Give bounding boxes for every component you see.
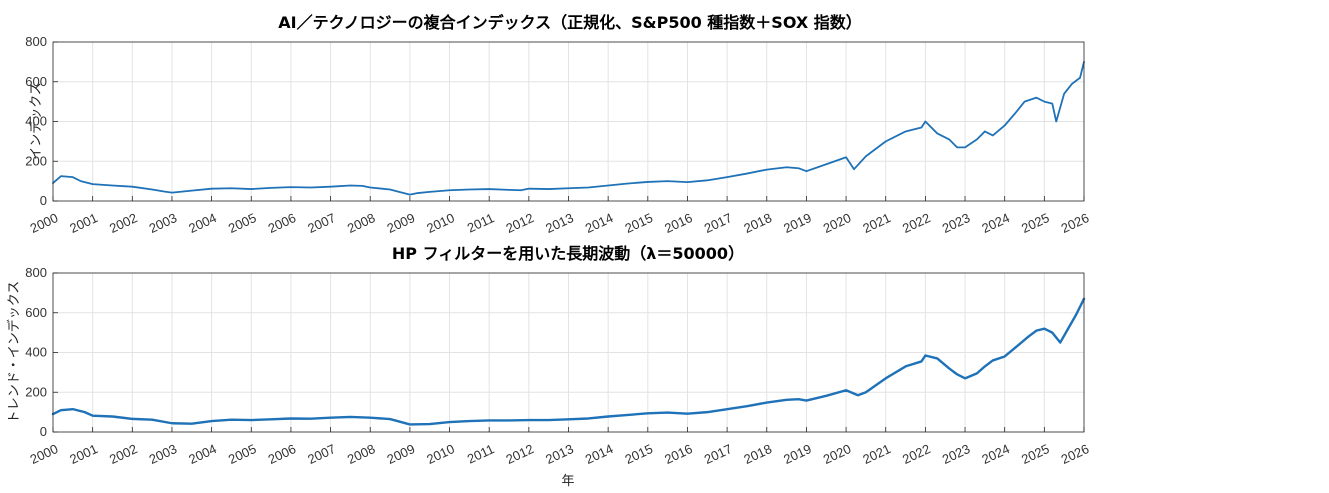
bottom-chart-series-line bbox=[51, 297, 1086, 426]
bottom-chart-y-tick-label: 0 bbox=[40, 424, 47, 439]
top-chart-x-tick-label: 2014 bbox=[583, 210, 616, 236]
bottom-chart-x-tick-label: 2008 bbox=[345, 441, 378, 467]
top-chart-x-tick-label: 2002 bbox=[107, 210, 140, 236]
top-chart-x-tick-label: 2023 bbox=[940, 210, 973, 236]
top-chart-x-tick-label: 2018 bbox=[741, 210, 774, 236]
bottom-chart-x-tick-label: 2003 bbox=[147, 441, 180, 467]
top-chart-x-tick-label: 2008 bbox=[345, 210, 378, 236]
top-chart-x-tick-label: 2000 bbox=[28, 210, 61, 236]
bottom-chart-y-tick-label: 200 bbox=[25, 384, 47, 399]
bottom-chart-x-tick-label: 2017 bbox=[702, 441, 735, 467]
top-chart-title: AI／テクノロジーの複合インデックス（正規化、S&P500 種指数＋SOX 指数… bbox=[278, 13, 862, 32]
bottom-chart-x-tick-label: 2022 bbox=[900, 441, 933, 467]
top-chart-panel: AI／テクノロジーの複合インデックス（正規化、S&P500 種指数＋SOX 指数… bbox=[25, 13, 1091, 236]
bottom-chart-panel: HP フィルターを用いた長期波動（λ＝50000） トレンド・インデックス 02… bbox=[6, 244, 1091, 489]
bottom-chart-x-tick-label: 2021 bbox=[860, 441, 893, 467]
top-chart-x-tick-label: 2013 bbox=[543, 210, 576, 236]
top-chart-x-ticks: 2000 2001 2002 2003 2004 2005 2006 2007 2008 2009… bbox=[28, 196, 1092, 236]
bottom-chart-x-tick-label: 2016 bbox=[662, 441, 695, 467]
bottom-chart-x-tick-label: 2018 bbox=[741, 441, 774, 467]
bottom-chart-x-tick-label: 2001 bbox=[67, 441, 100, 467]
top-chart-x-tick-label: 2003 bbox=[147, 210, 180, 236]
bottom-chart-x-tick-label: 2024 bbox=[979, 441, 1012, 467]
top-chart-x-tick-label: 2006 bbox=[266, 210, 299, 236]
top-chart-y-axis-label: インデックス bbox=[28, 82, 44, 160]
bottom-chart-y-axis-label: トレンド・インデックス bbox=[6, 281, 22, 424]
bottom-chart-x-tick-label: 2009 bbox=[385, 441, 418, 467]
bottom-chart-x-tick-label: 2015 bbox=[623, 441, 656, 467]
top-chart-x-tick-label: 2025 bbox=[1019, 210, 1052, 236]
top-chart-y-tick-label: 600 bbox=[25, 74, 47, 89]
top-chart-x-tick-label: 2001 bbox=[67, 210, 100, 236]
top-chart-x-tick-label: 2007 bbox=[305, 210, 338, 236]
top-chart-x-tick-label: 2011 bbox=[465, 210, 497, 235]
top-chart-y-ticks: 0 200 400 600 800 bbox=[25, 34, 58, 208]
bottom-chart-x-tick-label: 2012 bbox=[504, 441, 537, 467]
bottom-chart-x-tick-label: 2006 bbox=[266, 441, 299, 467]
top-chart-x-tick-label: 2012 bbox=[504, 210, 537, 236]
top-chart-x-tick-label: 2026 bbox=[1059, 210, 1092, 236]
top-chart-x-tick-label: 2015 bbox=[623, 210, 656, 236]
top-chart-x-tick-label: 2016 bbox=[662, 210, 695, 236]
bottom-chart-line-group bbox=[51, 297, 1086, 426]
top-chart-x-tick-label: 2024 bbox=[979, 210, 1012, 236]
bottom-chart-x-tick-label: 2013 bbox=[543, 441, 576, 467]
bottom-chart-x-tick-label: 2020 bbox=[821, 441, 854, 467]
top-chart-x-tick-label: 2020 bbox=[821, 210, 854, 236]
top-chart-y-tick-label: 0 bbox=[40, 193, 47, 208]
bottom-chart-title: HP フィルターを用いた長期波動（λ＝50000） bbox=[392, 244, 744, 263]
bottom-chart-x-tick-label: 2014 bbox=[583, 441, 616, 467]
bottom-chart-x-tick-label: 2026 bbox=[1059, 441, 1092, 467]
top-chart-x-tick-label: 2005 bbox=[226, 210, 259, 236]
bottom-chart-x-tick-label: 2007 bbox=[305, 441, 338, 467]
bottom-chart-x-tick-label: 2000 bbox=[28, 441, 61, 467]
bottom-chart-x-tick-label: 2019 bbox=[781, 441, 814, 467]
bottom-chart-y-tick-label: 600 bbox=[25, 305, 47, 320]
top-chart-x-tick-label: 2004 bbox=[186, 210, 219, 236]
top-chart-x-tick-label: 2010 bbox=[424, 210, 457, 236]
bottom-chart-x-tick-label: 2005 bbox=[226, 441, 259, 467]
top-chart-x-tick-label: 2021 bbox=[860, 210, 893, 236]
top-chart-x-tick-label: 2017 bbox=[702, 210, 735, 236]
bottom-chart-x-tick-label: 2010 bbox=[424, 441, 457, 467]
top-chart-y-tick-label: 200 bbox=[25, 153, 47, 168]
top-chart-x-tick-label: 2022 bbox=[900, 210, 933, 236]
top-chart-y-tick-label: 400 bbox=[25, 114, 47, 129]
bottom-chart-y-tick-label: 800 bbox=[25, 265, 47, 280]
bottom-chart-x-tick-label: 2011 bbox=[465, 441, 497, 466]
bottom-chart-y-tick-label: 400 bbox=[25, 345, 47, 360]
top-chart-x-tick-label: 2019 bbox=[781, 210, 814, 236]
top-chart-series-line bbox=[52, 60, 1085, 196]
bottom-chart-x-tick-label: 2004 bbox=[186, 441, 219, 467]
bottom-chart-x-tick-label: 2002 bbox=[107, 441, 140, 467]
top-chart-y-tick-label: 800 bbox=[25, 34, 47, 49]
bottom-chart-x-axis-label: 年 bbox=[561, 474, 574, 489]
bottom-chart-y-ticks: 0 200 400 600 800 bbox=[25, 265, 58, 439]
top-chart-x-tick-label: 2009 bbox=[385, 210, 418, 236]
top-chart-line-group bbox=[52, 60, 1085, 196]
bottom-chart-x-tick-label: 2023 bbox=[940, 441, 973, 467]
bottom-chart-x-tick-label: 2025 bbox=[1019, 441, 1052, 467]
bottom-chart-x-ticks: 2000 2001 2002 2003 2004 2005 2006 2007 2008 2009… bbox=[28, 427, 1092, 467]
